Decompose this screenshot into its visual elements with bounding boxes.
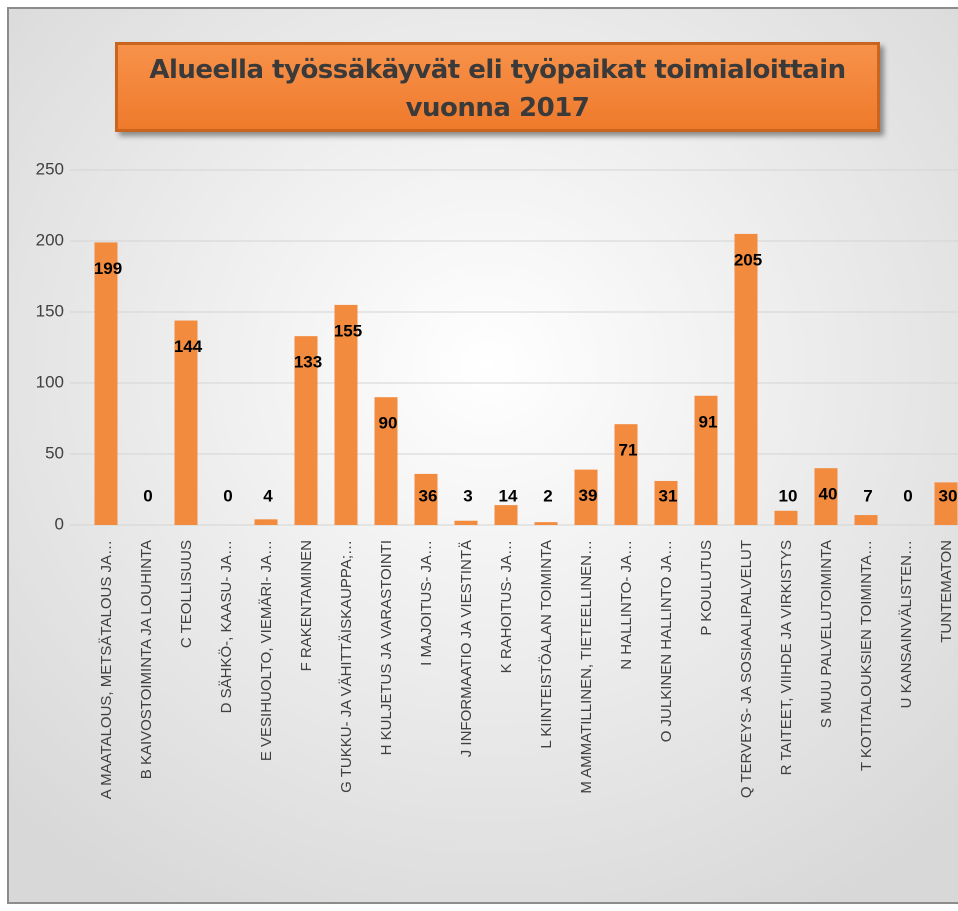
x-tick-label: TUNTEMATON bbox=[938, 540, 955, 643]
y-tick-label: 200 bbox=[36, 230, 64, 249]
x-tick-label: I MAJOITUS- JA… bbox=[418, 540, 435, 666]
bar bbox=[454, 520, 478, 525]
bar bbox=[294, 336, 318, 525]
x-tick-label: K RAHOITUS- JA… bbox=[498, 540, 515, 673]
data-label: 144 bbox=[174, 337, 203, 356]
x-tick-label: Q TERVEYS- JA SOSIAALIPALVELUT bbox=[738, 540, 755, 798]
data-label: 10 bbox=[779, 486, 798, 505]
data-label: 36 bbox=[419, 486, 438, 505]
data-label: 71 bbox=[619, 441, 638, 460]
y-tick-label: 100 bbox=[36, 372, 64, 391]
x-tick-label: A MAATALOUS, METSÄTALOUS JA… bbox=[98, 540, 115, 799]
bar bbox=[654, 480, 678, 525]
x-tick-label: O JULKINEN HALLINTO JA… bbox=[658, 540, 675, 742]
x-tick-label: G TUKKU- JA VÄHITTÄISKAUPPA;… bbox=[338, 540, 355, 793]
bar bbox=[814, 468, 838, 525]
x-tick-label: S MUU PALVELUTOIMINTA bbox=[818, 540, 835, 728]
x-tick-label: J INFORMAATIO JA VIESTINTÄ bbox=[458, 540, 475, 757]
x-tick-label: M AMMATILLINEN, TIETEELLINEN… bbox=[578, 540, 595, 794]
x-tick-label: C TEOLLISUUS bbox=[178, 540, 195, 648]
bar bbox=[494, 505, 518, 525]
y-tick-label: 150 bbox=[36, 301, 64, 320]
data-label: 199 bbox=[94, 259, 122, 278]
data-label: 0 bbox=[223, 486, 232, 505]
data-label: 39 bbox=[579, 486, 598, 505]
data-label: 91 bbox=[699, 412, 718, 431]
x-tick-label: T KOTITALOUKSIEN TOIMINTA… bbox=[858, 540, 875, 771]
bar bbox=[94, 242, 118, 526]
data-label: 3 bbox=[463, 486, 472, 505]
data-label: 0 bbox=[903, 486, 912, 505]
data-label: 0 bbox=[143, 486, 152, 505]
bar bbox=[734, 233, 758, 525]
chart-background bbox=[7, 7, 958, 904]
bar bbox=[694, 395, 718, 525]
x-tick-label: R TAITEET, VIIHDE JA VIRKISTYS bbox=[778, 540, 795, 775]
data-label: 2 bbox=[543, 486, 552, 505]
x-tick-label: F RAKENTAMINEN bbox=[298, 540, 315, 671]
y-tick-label: 250 bbox=[36, 159, 64, 178]
data-label: 155 bbox=[334, 321, 362, 340]
x-tick-label: L KIINTEISTÖALAN TOIMINTA bbox=[537, 540, 555, 749]
y-tick-label: 50 bbox=[45, 443, 64, 462]
bar bbox=[334, 304, 358, 525]
bar bbox=[614, 424, 638, 525]
bar bbox=[574, 469, 598, 525]
y-tick-label: 0 bbox=[55, 514, 64, 533]
data-label: 90 bbox=[379, 414, 398, 433]
data-label: 7 bbox=[863, 486, 872, 505]
data-label: 205 bbox=[734, 250, 762, 269]
bar bbox=[254, 519, 278, 525]
data-label: 4 bbox=[263, 486, 273, 505]
bar bbox=[854, 515, 878, 525]
x-tick-label: E VESIHUOLTO, VIEMÄRI- JA… bbox=[258, 540, 275, 761]
bar bbox=[414, 473, 438, 525]
data-label: 14 bbox=[499, 486, 518, 505]
bar bbox=[174, 320, 198, 525]
bar bbox=[774, 510, 798, 525]
data-label: 40 bbox=[819, 485, 838, 504]
x-tick-label: U KANSAINVÄLISTEN… bbox=[898, 540, 915, 708]
bar bbox=[374, 397, 398, 525]
x-tick-label: D SÄHKÖ-, KAASU- JA… bbox=[217, 540, 235, 713]
x-tick-label: B KAIVOSTOIMINTA JA LOUHINTA bbox=[138, 540, 155, 779]
x-tick-label: N HALLINTO- JA… bbox=[618, 540, 635, 670]
chart-title: Alueella työssäkäyvät eli työpaikat toim… bbox=[115, 42, 880, 132]
data-label: 31 bbox=[659, 486, 678, 505]
data-label: 30 bbox=[939, 486, 958, 505]
x-tick-label: P KOULUTUS bbox=[698, 540, 715, 636]
x-tick-label: H KULJETUS JA VARASTOINTI bbox=[378, 540, 395, 755]
bar bbox=[934, 482, 958, 525]
data-label: 133 bbox=[294, 353, 322, 372]
bar bbox=[534, 522, 558, 525]
